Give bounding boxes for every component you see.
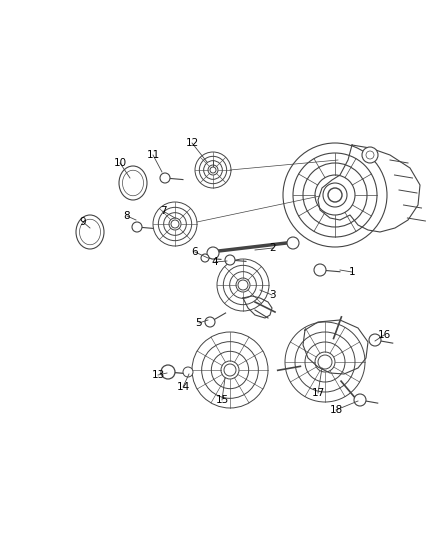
Circle shape	[183, 367, 193, 377]
Circle shape	[238, 280, 248, 290]
Text: 5: 5	[196, 318, 202, 328]
Circle shape	[362, 147, 378, 163]
Circle shape	[369, 334, 381, 346]
Circle shape	[354, 394, 366, 406]
Circle shape	[201, 254, 209, 262]
Text: 10: 10	[113, 158, 127, 168]
Circle shape	[160, 173, 170, 183]
Text: 12: 12	[185, 138, 198, 148]
Circle shape	[205, 317, 215, 327]
Circle shape	[287, 237, 299, 249]
Text: 4: 4	[212, 257, 218, 267]
Text: 18: 18	[329, 405, 343, 415]
Circle shape	[328, 188, 342, 202]
Text: 14: 14	[177, 382, 190, 392]
Text: 7: 7	[160, 206, 166, 216]
Circle shape	[224, 364, 236, 376]
Text: 3: 3	[268, 290, 276, 300]
Text: 16: 16	[378, 330, 391, 340]
Circle shape	[314, 264, 326, 276]
Circle shape	[318, 355, 332, 369]
Circle shape	[207, 247, 219, 259]
Circle shape	[161, 365, 175, 379]
Circle shape	[225, 255, 235, 265]
Ellipse shape	[76, 215, 104, 249]
Text: 17: 17	[311, 388, 325, 398]
Text: 8: 8	[124, 211, 131, 221]
Text: 13: 13	[152, 370, 165, 380]
Text: 15: 15	[215, 395, 229, 405]
Text: 1: 1	[349, 267, 355, 277]
Text: 2: 2	[270, 243, 276, 253]
Circle shape	[132, 222, 142, 232]
Circle shape	[171, 220, 179, 228]
Circle shape	[210, 167, 216, 173]
Ellipse shape	[119, 166, 147, 200]
Text: 6: 6	[192, 247, 198, 257]
Text: 9: 9	[80, 217, 86, 227]
Text: 11: 11	[146, 150, 159, 160]
